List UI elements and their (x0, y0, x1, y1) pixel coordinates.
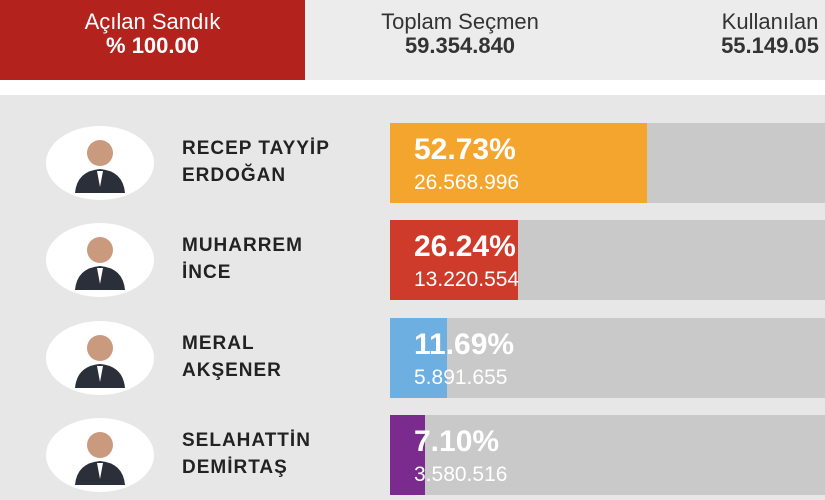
percent-label: 52.73% (414, 133, 516, 166)
bar (390, 123, 647, 203)
percent-label: 11.69% (414, 328, 515, 361)
candidate-panel: RECEP TAYYİP ERDOĞAN 52.73% 26.568.996 MUHAR… (0, 95, 825, 500)
bar (390, 220, 518, 300)
stat-value: 55.149.05 (721, 33, 819, 58)
candidate-name: SELAHATTİN DEMİRTAŞ (182, 427, 311, 481)
stat-label: Açılan Sandık (84, 9, 221, 34)
name-line: MERAL (182, 333, 255, 354)
percent-label: 26.24% (414, 230, 516, 263)
stat-label: Kullanılan (721, 9, 819, 34)
name-line: MUHARREM (182, 235, 303, 256)
percent-label: 7.10% (414, 425, 500, 458)
stat-label: Toplam Seçmen (381, 9, 539, 34)
bar-track: 26.24% 13.220.554 (390, 220, 825, 300)
name-line: AKŞENER (182, 360, 282, 381)
candidate-photo (46, 223, 154, 297)
bar-track: 11.69% 5.891.655 (390, 318, 825, 398)
candidate-photo (46, 418, 154, 492)
stat-value: % 100.00 (106, 33, 199, 58)
stat: Toplam Seçmen 59.354.840 (320, 10, 600, 58)
candidate-name: RECEP TAYYİP ERDOĞAN (182, 135, 330, 189)
name-line: İNCE (182, 262, 232, 283)
bar-track: 7.10% 3.580.516 (390, 415, 825, 495)
bar (390, 318, 447, 398)
candidate-name: MERAL AKŞENER (182, 330, 282, 384)
stat: Açılan Sandık% 100.00 (0, 0, 305, 80)
name-line: RECEP TAYYİP (182, 138, 330, 159)
bar-track: 52.73% 26.568.996 (390, 123, 825, 203)
candidate-row: SELAHATTİN DEMİRTAŞ 7.10% 3.580.516 (0, 415, 825, 495)
name-line: DEMİRTAŞ (182, 457, 288, 478)
candidate-photo (46, 126, 154, 200)
candidate-row: MERAL AKŞENER 11.69% 5.891.655 (0, 318, 825, 398)
vote-count: 3.580.516 (414, 463, 508, 486)
stat-value: 59.354.840 (404, 33, 516, 58)
candidate-name: MUHARREM İNCE (182, 232, 303, 286)
name-line: SELAHATTİN (182, 430, 311, 451)
candidate-row: RECEP TAYYİP ERDOĞAN 52.73% 26.568.996 (0, 123, 825, 203)
name-line: ERDOĞAN (182, 165, 287, 186)
candidate-row: MUHARREM İNCE 26.24% 13.220.554 (0, 220, 825, 300)
bar (390, 415, 425, 495)
vote-count: 5.891.655 (414, 366, 508, 389)
vote-count: 26.568.996 (414, 171, 520, 194)
candidate-photo (46, 321, 154, 395)
vote-count: 13.220.554 (414, 268, 520, 291)
stat: Kullanılan 55.149.05 (640, 10, 825, 58)
header: Açılan Sandık% 100.00 Toplam Seçmen 59.35… (0, 0, 825, 80)
